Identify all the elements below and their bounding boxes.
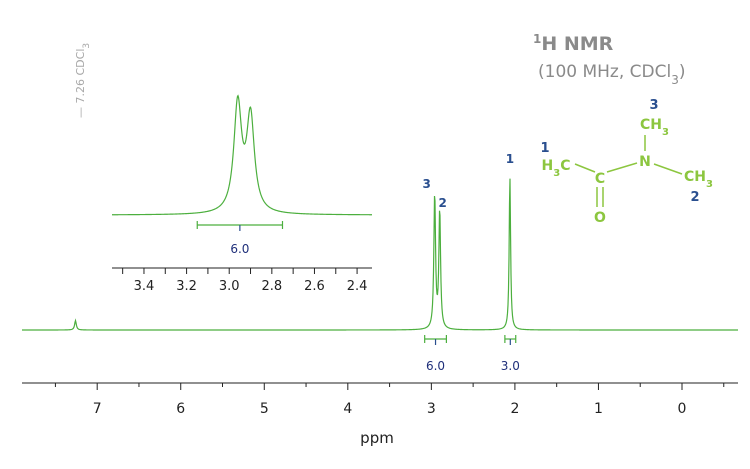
mol-bond-n-ch3-right (653, 163, 683, 175)
spectrum-line (22, 178, 738, 331)
inset-x-tick-label: 2.4 (347, 279, 368, 294)
mol-nitrogen: N (639, 154, 651, 170)
inset-x-tick-label: 3.2 (176, 279, 197, 294)
solvent-label: — 7.26 CDCl3 (74, 43, 92, 118)
peak-labels: 32 1 (423, 152, 515, 210)
inset-x-tick-label: 3.0 (219, 279, 240, 294)
x-tick-label: 2 (510, 401, 519, 417)
inset-spectrum-line (112, 94, 373, 216)
inset-zoom: 6.0 3.4 3.2 3.0 2.8 2.6 2.4 (112, 94, 373, 294)
x-tick-label: 3 (427, 401, 436, 417)
integration-value: 3.0 (501, 359, 520, 373)
mol-h3c: H3C (542, 158, 571, 179)
chart-subtitle: (100 MHz, CDCl3) (538, 62, 686, 87)
x-axis-ticks: 7 6 5 4 3 2 1 0 (54, 383, 725, 417)
molecule-structure: 1 H3C C O N 3 CH3 CH3 2 (540, 98, 713, 226)
mol-label-1: 1 (540, 141, 549, 156)
inset-x-axis-ticks: 3.4 3.2 3.0 2.8 2.6 2.4 (122, 268, 368, 294)
mol-carbonyl-c: C (595, 171, 605, 187)
inset-integration-value: 6.0 (230, 242, 249, 256)
mol-label-2: 2 (690, 190, 699, 205)
x-tick-label: 4 (343, 401, 352, 417)
x-tick-label: 6 (176, 401, 185, 417)
inset-x-tick-label: 3.4 (134, 279, 155, 294)
mol-bond-c1-c (574, 163, 596, 173)
chart-title: 1H NMR (533, 32, 614, 55)
x-axis-title: ppm (360, 429, 394, 447)
mol-ch3-right: CH3 (684, 169, 713, 190)
x-tick-label: 1 (594, 401, 603, 417)
integration-value: 6.0 (426, 359, 445, 373)
mol-label-3: 3 (649, 98, 658, 113)
mol-ch3-top: CH3 (640, 117, 669, 138)
x-tick-label: 0 (678, 401, 687, 417)
x-tick-label: 7 (93, 401, 102, 417)
inset-integration: 6.0 (196, 221, 284, 256)
mol-oxygen: O (594, 210, 606, 226)
peak-label: 1 (506, 152, 514, 166)
integration-marks: 6.0 3.0 (424, 335, 520, 373)
peak-label: 2 (439, 196, 447, 210)
inset-x-tick-label: 2.6 (304, 279, 325, 294)
x-tick-label: 5 (260, 401, 269, 417)
mol-bond-c-n (606, 162, 638, 173)
peak-label: 3 (423, 177, 431, 191)
inset-x-tick-label: 2.8 (261, 279, 282, 294)
